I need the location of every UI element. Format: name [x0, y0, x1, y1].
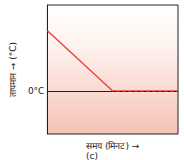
svg-text:समय (मिनट) →: समय (मिनट) → — [86, 140, 140, 151]
svg-text:(c): (c) — [86, 151, 98, 160]
svg-text:0°C: 0°C — [28, 86, 45, 96]
svg-text:तापमान → (°C): तापमान → (°C) — [8, 42, 18, 97]
